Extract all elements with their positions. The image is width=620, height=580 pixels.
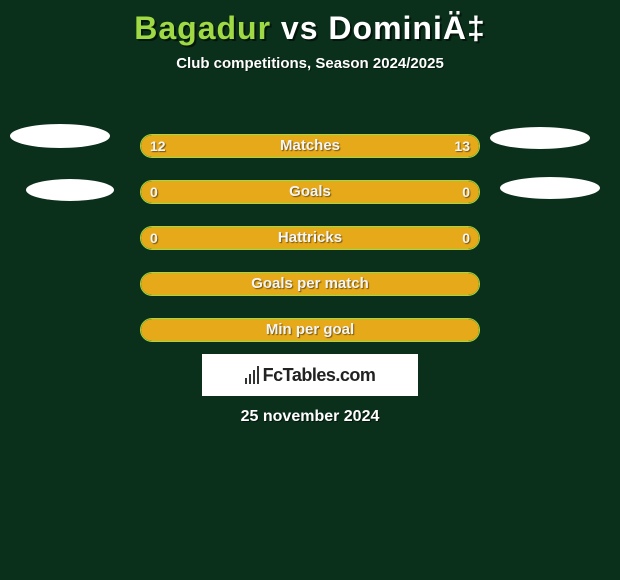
stat-bar-right (310, 273, 479, 295)
stat-bar-right (310, 227, 479, 249)
bar-chart-icon (245, 366, 259, 384)
stat-bar (140, 134, 480, 158)
stat-row: Min per goal (0, 308, 620, 354)
stat-bar (140, 226, 480, 250)
stat-bar (140, 180, 480, 204)
player-left-name: Bagadur (134, 10, 271, 46)
comparison-title: Bagadur vs DominiÄ‡ (0, 0, 620, 47)
footer-date: 25 november 2024 (0, 408, 620, 426)
stat-bar-left (141, 319, 310, 341)
logo-text: FcTables.com (245, 365, 376, 386)
stat-bar-left (141, 227, 310, 249)
fctables-logo: FcTables.com (202, 354, 418, 396)
stat-row: Hattricks00 (0, 216, 620, 262)
logo-fc: Fc (263, 365, 283, 385)
stat-row: Goals per match (0, 262, 620, 308)
stat-bar-right (310, 319, 479, 341)
stat-row: Goals00 (0, 170, 620, 216)
subtitle: Club competitions, Season 2024/2025 (0, 55, 620, 72)
stat-bar (140, 318, 480, 342)
logo-rest: Tables.com (283, 365, 376, 385)
stat-bar-right (310, 181, 479, 203)
player-right-name: DominiÄ‡ (328, 10, 485, 46)
title-vs: vs (281, 10, 319, 46)
stat-row: Matches1213 (0, 124, 620, 170)
stat-bar (140, 272, 480, 296)
stat-bar-left (141, 181, 310, 203)
stat-bar-right (303, 135, 479, 157)
stat-bar-left (141, 135, 303, 157)
stat-rows: Matches1213Goals00Hattricks00Goals per m… (0, 124, 620, 354)
stat-bar-left (141, 273, 310, 295)
